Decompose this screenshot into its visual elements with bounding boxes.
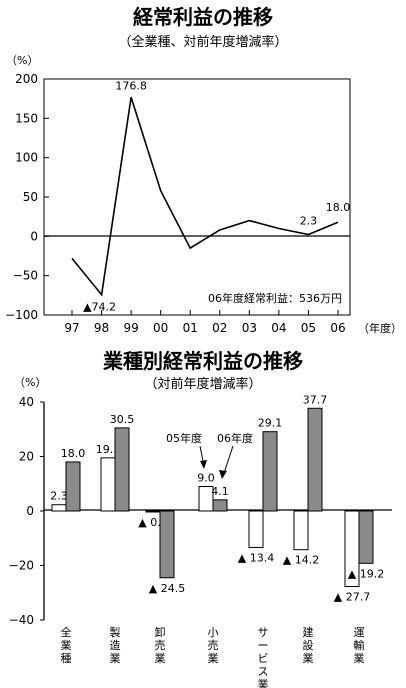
chart2-category-char: ー <box>258 639 269 652</box>
chart1-xtick-label: 00 <box>153 321 168 335</box>
chart2-bar-05 <box>51 504 67 512</box>
chart2-category-char: 売 <box>155 639 166 652</box>
chart2-bar-06 <box>114 427 130 512</box>
chart2-value-label: 18.0 <box>61 447 86 460</box>
chart2-title: 業種別経常利益の推移 <box>103 349 303 373</box>
chart2-category-char: 業 <box>208 652 219 665</box>
chart1-xtick-label: 98 <box>94 321 109 335</box>
chart2-category-char: 業 <box>155 652 166 665</box>
chart2-bar-05 <box>293 510 309 551</box>
chart2-category-char: 業 <box>110 652 121 665</box>
chart2-bar-06 <box>159 510 175 579</box>
chart2-value-label: 9.0 <box>197 471 215 484</box>
chart1-xtick-label: 97 <box>64 321 79 335</box>
chart2-value-label: ▲ 13.4 <box>238 552 274 565</box>
legend-06-arrowhead <box>219 470 227 479</box>
chart2-value-label: 37.7 <box>303 393 328 406</box>
chart2-value-label: ▲ 14.2 <box>283 554 319 567</box>
chart2-category-char: 業 <box>258 678 269 688</box>
legend-06-label: 06年度 <box>217 431 253 445</box>
chart2-category-char: 業 <box>303 652 314 665</box>
chart1-ytick-label: −50 <box>13 269 38 283</box>
chart1-ytick-label: −100 <box>5 308 38 322</box>
chart2-value-label: 29.1 <box>258 417 283 430</box>
chart1-data-label: 2.3 <box>300 215 318 228</box>
industry-profit-chart: 業種別経常利益の推移 （対前年度増減率） （%） 40 20 0 −20 −40 2.3… <box>9 349 392 688</box>
chart2-ytick-label: −20 <box>9 559 34 573</box>
chart2-bar-06 <box>212 499 228 512</box>
chart1-series-line <box>71 97 339 297</box>
chart1-x-unit: （年度） <box>358 321 402 335</box>
chart2-y-unit: （%） <box>14 376 46 389</box>
chart2-bar-06 <box>65 461 81 512</box>
chart2-bar-05 <box>248 510 264 549</box>
chart2-value-label: 2.3 <box>50 490 68 503</box>
chart2-value-label: ▲ 27.7 <box>334 590 370 603</box>
chart2-legend-callouts: 05年度 06年度 <box>166 431 253 479</box>
chart1-xtick-label: 03 <box>242 321 257 335</box>
chart2-category-char: ス <box>258 665 269 678</box>
chart1-ytick-label: 200 <box>15 72 38 86</box>
chart2-category-char: サ <box>258 626 269 639</box>
chart1-data-label: ▲74.2 <box>83 301 116 314</box>
chart2-bar-05 <box>100 457 116 512</box>
chart1-data-label: 176.8 <box>115 79 147 92</box>
chart2-ytick-label: 20 <box>19 450 34 464</box>
chart2-category-char: 全 <box>61 625 72 639</box>
chart2-ytick-label: 40 <box>19 395 34 409</box>
chart2-category-char: 業 <box>354 652 365 665</box>
chart1-data-label: 18.0 <box>326 201 351 214</box>
chart2-value-label: 30.5 <box>110 413 135 426</box>
chart2-category-char: 輸 <box>354 638 365 652</box>
chart1-title: 経常利益の推移 <box>133 5 273 29</box>
profit-trend-chart: 経常利益の推移 （全業種、対前年度増減率） （%） 200 150 100 50 0 −5… <box>5 5 402 335</box>
chart1-ytick-label: 100 <box>15 151 38 165</box>
chart2-category-char: 製 <box>110 625 121 639</box>
chart2-subtitle: （対前年度増減率） <box>144 376 261 392</box>
chart2-bar-05 <box>198 485 214 512</box>
chart2-category-char: 小 <box>208 626 219 639</box>
legend-05-label: 05年度 <box>166 431 202 445</box>
chart2-value-label: 19.5 <box>96 443 121 456</box>
chart2-category-char: 建 <box>303 625 314 639</box>
legend-05-arrowhead <box>200 460 207 469</box>
chart1-ytick-label: 150 <box>15 111 38 125</box>
chart2-ytick-label: 0 <box>26 504 34 518</box>
chart1-xtick-label: 01 <box>183 321 198 335</box>
chart2-value-label: 4.1 <box>211 485 229 498</box>
chart1-xtick-label: 06 <box>330 321 345 335</box>
chart2-category-char: 造 <box>110 638 121 652</box>
chart1-y-unit: （%） <box>6 54 38 67</box>
chart1-xtick-label: 05 <box>301 321 316 335</box>
chart2-ytick-label: −40 <box>9 613 34 627</box>
chart1-ytick-label: 50 <box>23 190 38 204</box>
chart1-xtick-label: 04 <box>271 321 286 335</box>
chart2-category-char: 売 <box>208 639 219 652</box>
chart2-value-label: ▲ 19.2 <box>348 567 384 580</box>
chart2-category-char: ビ <box>258 652 269 665</box>
chart1-subtitle: （全業種、対前年度増減率） <box>118 34 287 50</box>
chart2-category-char: 業 <box>61 639 72 652</box>
chart2-bar-06 <box>358 510 374 564</box>
chart1-xtick-label: 02 <box>212 321 227 335</box>
chart2-value-label: ▲ 24.5 <box>149 582 185 595</box>
chart2-category-char: 種 <box>61 651 72 665</box>
chart1-xtick-label: 99 <box>123 321 138 335</box>
chart1-note: 06年度経常利益：536万円 <box>208 291 342 305</box>
chart2-bar-06 <box>262 431 278 512</box>
chart1-ytick-label: 0 <box>30 229 38 243</box>
chart2-category-char: 設 <box>303 638 314 652</box>
chart2-bar-06 <box>307 407 323 512</box>
chart2-bar-05 <box>145 510 161 513</box>
chart2-category-char: 卸 <box>155 625 166 639</box>
chart2-category-char: 運 <box>354 626 365 639</box>
